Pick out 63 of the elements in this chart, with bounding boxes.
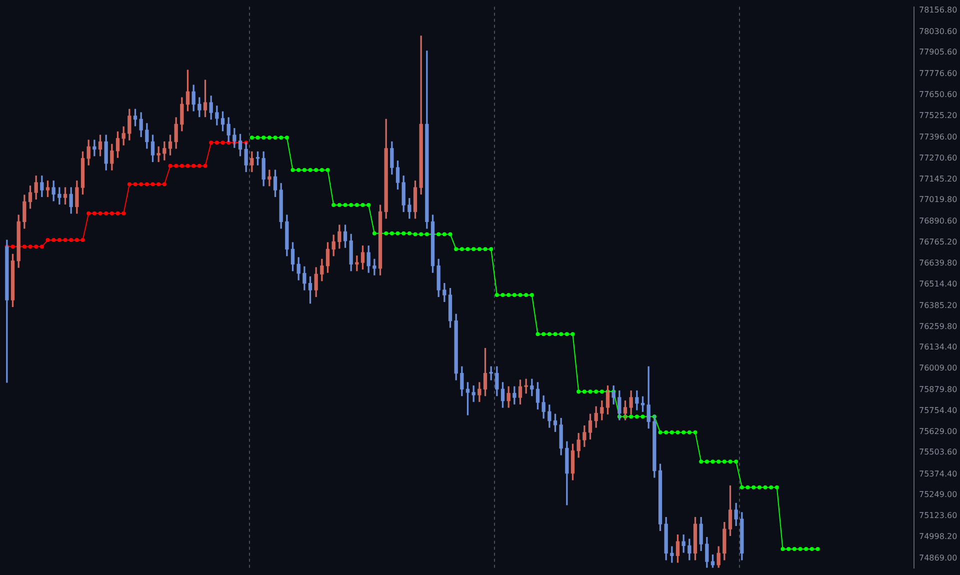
- point: [57, 238, 62, 242]
- y-tick-label: 75249.00: [919, 490, 958, 500]
- point: [92, 211, 96, 216]
- point: [116, 211, 120, 216]
- point: [69, 238, 74, 242]
- y-tick-label: 76385.20: [919, 300, 958, 310]
- point: [162, 182, 166, 186]
- point: [122, 211, 126, 216]
- y-tick-label: 77525.20: [919, 110, 958, 120]
- y-tick-label: 77905.60: [919, 48, 958, 57]
- y-tick-label: 77776.60: [919, 69, 958, 78]
- y-tick-label: 77145.20: [919, 174, 958, 184]
- point: [192, 164, 196, 168]
- point: [46, 238, 50, 242]
- point: [203, 164, 208, 168]
- point: [150, 182, 155, 186]
- point: [174, 164, 178, 168]
- y-tick-label: 75123.60: [919, 511, 958, 520]
- y-tick-label: 77396.00: [919, 132, 958, 142]
- point: [214, 140, 219, 145]
- point: [110, 211, 114, 216]
- point: [10, 244, 15, 249]
- point: [104, 211, 108, 216]
- y-tick-label: 76639.80: [919, 258, 958, 268]
- point: [63, 238, 68, 242]
- point: [28, 244, 32, 249]
- point: [40, 244, 44, 249]
- y-tick-label: 75879.80: [919, 385, 958, 394]
- y-tick-label: 77019.80: [919, 195, 958, 204]
- point: [139, 182, 144, 186]
- point: [180, 164, 184, 168]
- point: [80, 238, 85, 242]
- y-tick-label: 76765.20: [919, 238, 958, 247]
- y-tick-label: 78156.80: [919, 6, 958, 15]
- point: [127, 182, 132, 186]
- point: [220, 140, 225, 145]
- y-tick-label: 76514.40: [919, 279, 958, 288]
- y-tick-label: 75629.00: [919, 426, 958, 436]
- point: [168, 164, 172, 168]
- y-tick-label: 77650.60: [919, 90, 958, 100]
- y-tick-label: 77270.60: [919, 153, 958, 162]
- y-tick-label: 74998.20: [919, 532, 958, 541]
- y-tick-label: 76009.00: [919, 364, 958, 373]
- point: [197, 164, 202, 168]
- point: [52, 238, 56, 242]
- y-tick-label: 75754.40: [919, 406, 958, 415]
- point: [98, 211, 102, 216]
- point: [186, 164, 190, 168]
- point: [74, 238, 79, 242]
- y-tick-label: 78030.60: [919, 26, 958, 36]
- point: [209, 140, 214, 145]
- y-tick-label: 75374.40: [919, 469, 958, 478]
- y-tick-label: 76134.40: [919, 342, 958, 352]
- y-tick-label: 76259.80: [919, 322, 958, 331]
- y-tick-label: 74869.00: [919, 553, 958, 562]
- y-tick-label: 76890.60: [919, 216, 958, 226]
- y-tick-label: 75503.60: [919, 448, 958, 457]
- point: [156, 182, 161, 186]
- point: [22, 244, 26, 249]
- point: [144, 182, 149, 186]
- point: [34, 244, 38, 249]
- point: [133, 182, 138, 186]
- point: [86, 211, 91, 216]
